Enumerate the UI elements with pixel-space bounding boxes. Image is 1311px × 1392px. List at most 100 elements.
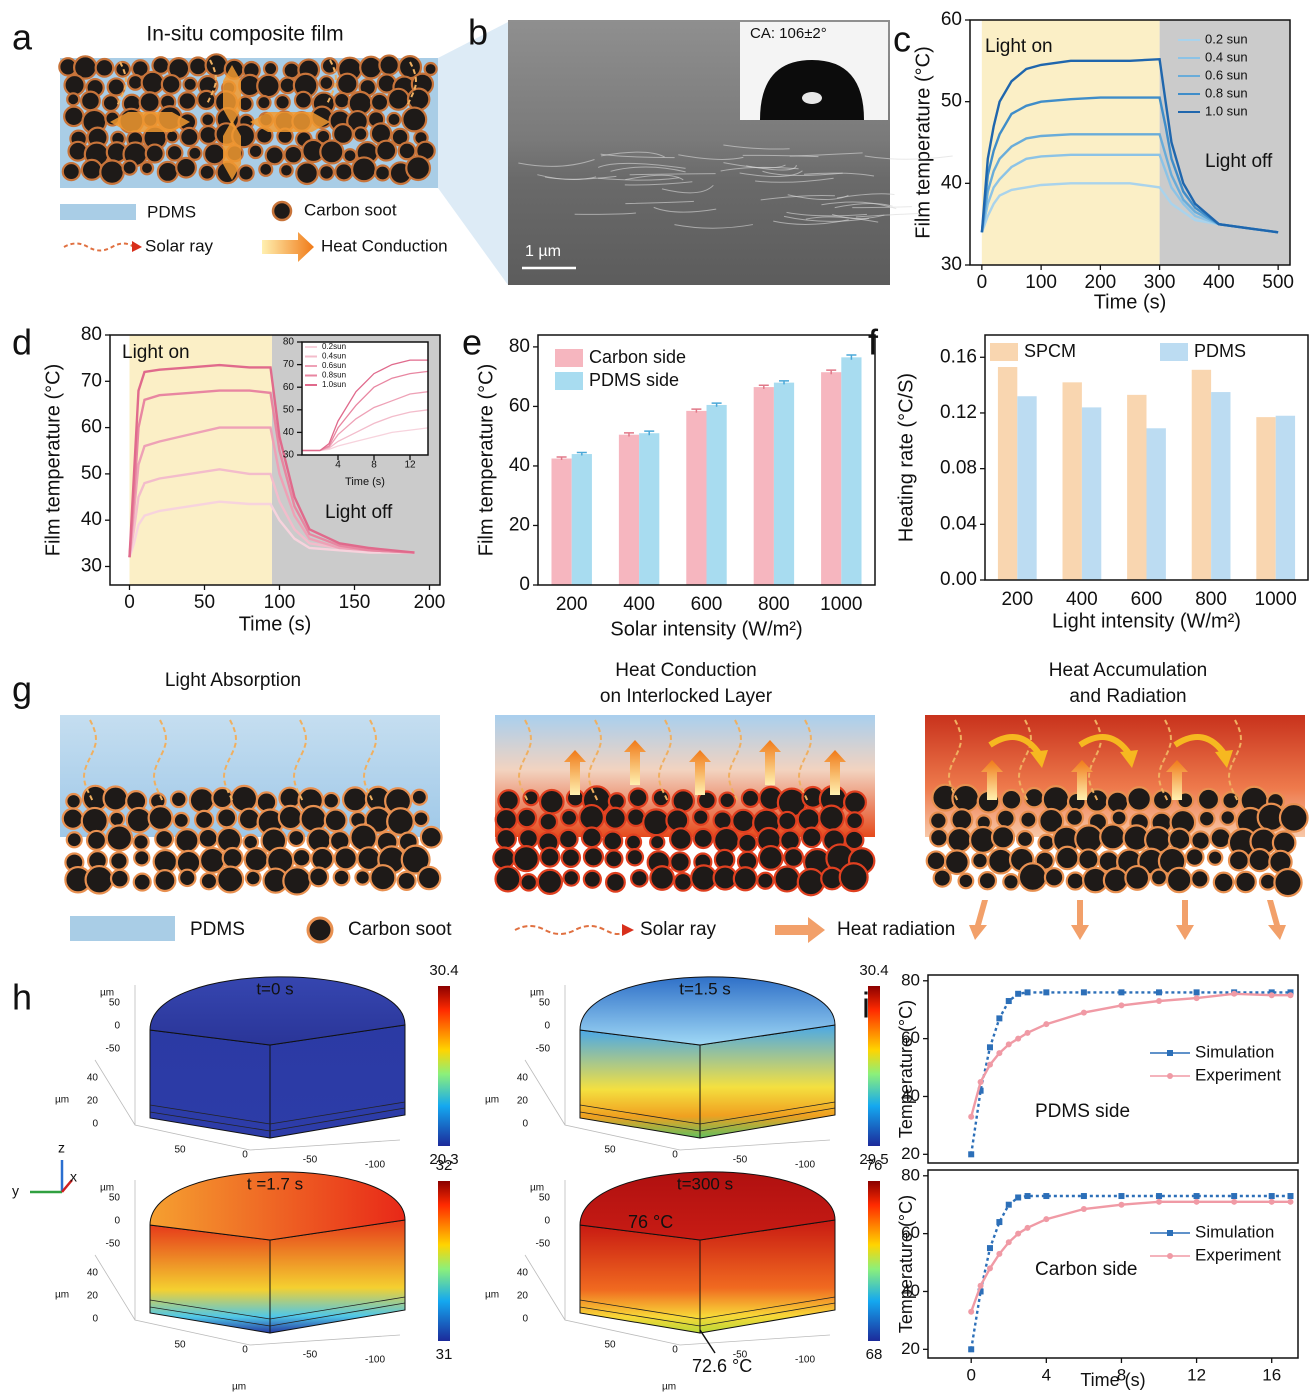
carbon-particle	[627, 849, 643, 865]
carbon-particle	[798, 869, 824, 895]
carbon-particle	[67, 832, 82, 847]
chart: 0.000.040.080.120.162004006008001000Ligh…	[868, 322, 1308, 633]
step-title: Heat Accumulation	[1049, 660, 1207, 681]
y-tick-label: 50	[81, 463, 102, 484]
carbon-particle	[320, 140, 343, 163]
carbon-particle	[387, 808, 414, 835]
carbon-particle	[249, 145, 263, 159]
marker	[1006, 1239, 1012, 1245]
carbon-particle	[189, 58, 207, 76]
y-tick-label: 20	[509, 514, 530, 535]
legend-label: Experiment	[1195, 1065, 1281, 1084]
carbon-particle	[201, 113, 214, 126]
carbon-particle	[176, 829, 199, 852]
carbon-particle	[158, 162, 178, 182]
annotation: Carbon side	[1035, 1259, 1137, 1280]
bar	[1127, 395, 1146, 580]
carbon-particle	[295, 92, 312, 109]
carbon-particle	[1214, 873, 1234, 893]
x-tick-label: 300	[1144, 272, 1176, 293]
carbon-particle	[1280, 804, 1308, 832]
axis-tick: 0	[672, 1150, 678, 1161]
colorbar-min: 31	[436, 1346, 453, 1363]
x-tick-label: 200	[1085, 272, 1117, 293]
carbon-particle	[972, 853, 987, 868]
axis-tick: 0	[522, 1314, 528, 1325]
carbon-particle	[540, 813, 557, 830]
carbon-particle	[63, 809, 83, 829]
panel-label: b	[468, 12, 488, 53]
marker	[1081, 1010, 1087, 1016]
carbon-particle	[514, 846, 539, 871]
legend-label: PDMS	[147, 202, 196, 221]
carbon-particle	[927, 851, 946, 870]
carbon-particle	[780, 831, 800, 851]
bar	[551, 459, 571, 585]
legend-label: 0.4sun	[322, 352, 346, 361]
carbon-particle	[134, 874, 151, 891]
marker	[1015, 991, 1021, 997]
x-tick-label: 12	[404, 460, 416, 471]
carbon-particle	[1229, 851, 1249, 871]
x-tick-label: 100	[264, 592, 296, 613]
carbon-particle	[325, 810, 347, 832]
carbon-particle	[199, 829, 218, 848]
legend-label: PDMS	[1194, 341, 1246, 361]
carbon-particle	[1199, 811, 1215, 827]
marker	[1025, 1225, 1031, 1231]
simulation-frame: t=300 s7668500-5040200500-50-100µmµmµm76…	[485, 1157, 882, 1392]
contact-angle: CA: 106±2°	[750, 25, 827, 42]
carbon-particle	[1169, 829, 1190, 850]
carbon-particle	[142, 72, 164, 94]
carbon-particle	[1191, 831, 1209, 849]
carbon-particle	[1151, 869, 1167, 885]
y-axis-label: Film temperature (°C)	[42, 364, 64, 556]
legend-marker	[1167, 1050, 1173, 1056]
y-axis-label: Temperature (°C)	[896, 1000, 916, 1138]
carbon-particle	[519, 829, 538, 848]
carbon-particle	[798, 808, 820, 830]
legend-swatch	[60, 204, 136, 220]
legend-swatch	[990, 343, 1018, 361]
carbon-particle	[840, 863, 868, 891]
axis-tick: 50	[109, 1193, 121, 1204]
carbon-particle	[350, 824, 376, 850]
carbon-particle	[223, 848, 243, 868]
carbon-particle	[344, 149, 357, 162]
marker	[996, 1050, 1002, 1056]
carbon-particle	[402, 108, 426, 132]
carbon-particle	[155, 830, 173, 848]
carbon-particle	[82, 160, 102, 180]
projection	[438, 22, 508, 285]
x-tick-label: 4	[335, 460, 341, 471]
marker	[968, 1114, 974, 1120]
axis-tick: 40	[87, 1268, 99, 1279]
y-tick-label: 60	[81, 417, 102, 438]
carbon-particle	[133, 834, 148, 849]
x-axis-label: Time (s)	[1080, 1370, 1145, 1390]
carbon-particle	[285, 146, 303, 164]
axis-tick: 0	[544, 1216, 550, 1227]
carbon-particle	[670, 852, 689, 871]
y-tick-label: 40	[941, 172, 962, 193]
bar	[774, 383, 794, 585]
carbon-particle	[1220, 810, 1235, 825]
carbon-particle	[246, 871, 261, 886]
heat-radiation	[969, 900, 988, 940]
legend-label: PDMS	[190, 919, 245, 940]
marker	[1006, 998, 1012, 1004]
carbon-particle	[388, 89, 409, 110]
bar	[754, 387, 774, 585]
axis-tick: -50	[303, 1155, 318, 1166]
carbon-particle	[352, 157, 376, 181]
carbon-particle	[627, 808, 645, 826]
x-axis-label: Time (s)	[345, 476, 385, 488]
carbon-particle	[309, 867, 328, 886]
carbon-particle	[674, 873, 692, 891]
carbon-particle	[155, 870, 176, 891]
colorbar	[868, 986, 880, 1146]
carbon-particle	[714, 811, 732, 829]
axis-tick: 50	[539, 1193, 551, 1204]
carbon-particle	[343, 787, 367, 811]
marker	[1231, 991, 1237, 997]
